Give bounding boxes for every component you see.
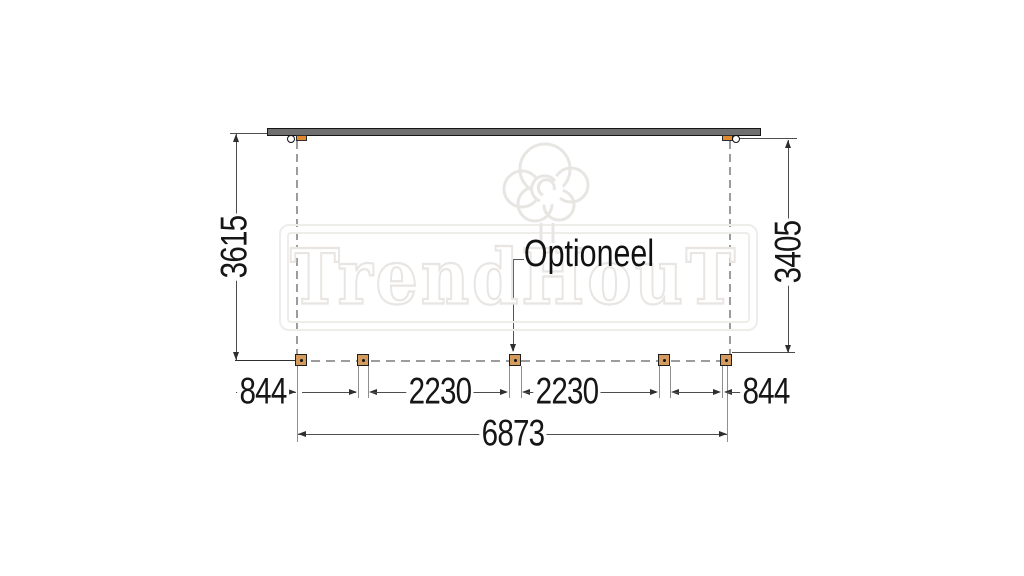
extension-line — [521, 366, 522, 398]
leader-arrow-down — [510, 344, 516, 352]
post-marker-1 — [295, 354, 307, 366]
dim-label-bay-1: 2230 — [406, 372, 474, 412]
ref-line-top-right — [734, 138, 797, 139]
dim-label-total-width: 6873 — [479, 414, 547, 454]
extension-line — [727, 366, 728, 442]
dim-arrow-up — [785, 140, 791, 148]
dim-arrow-up — [233, 134, 239, 142]
beam-bracket-left — [296, 135, 307, 141]
extension-line — [358, 366, 359, 398]
ground-line-left — [235, 360, 296, 361]
dim-arrow-right — [719, 431, 727, 437]
extension-line — [659, 366, 660, 398]
post-marker-2 — [357, 354, 369, 366]
trendhout-cloud-tree-logo-icon — [502, 142, 590, 243]
dim-arrow-left — [298, 431, 306, 437]
dim-arrow-right — [650, 389, 658, 395]
dim-label-segment-right: 844 — [740, 372, 792, 412]
extension-line — [722, 366, 723, 398]
leader-jog-line — [513, 259, 524, 260]
dim-arrow-right — [500, 389, 508, 395]
dim-arrow-right — [713, 389, 721, 395]
wall-edge-dashed-left — [296, 141, 298, 360]
dim-arrow-down — [233, 352, 239, 360]
dim-arrow-down — [785, 345, 791, 353]
post-marker-optional — [509, 354, 521, 366]
roof-beam — [267, 128, 761, 136]
dim-arrow-right — [288, 389, 296, 395]
extension-line — [368, 366, 369, 398]
extension-line — [670, 366, 671, 398]
watermark-brand-text: TrendHouT — [289, 231, 739, 322]
watermark-inner-frame — [287, 232, 750, 323]
dim-line — [673, 392, 717, 393]
ref-line-top-left — [230, 133, 267, 134]
leader-line — [513, 259, 514, 351]
beam-ring-left — [287, 135, 295, 143]
height-dim-label-left: 3615 — [214, 213, 255, 281]
post-marker-5 — [720, 354, 732, 366]
extension-line — [297, 366, 298, 442]
extension-line — [509, 366, 510, 398]
dim-arrow-right — [349, 389, 357, 395]
ref-line-bottom-right — [732, 352, 795, 353]
dim-label-segment-left: 844 — [237, 372, 289, 412]
watermark-outer-frame — [279, 224, 758, 331]
optional-annotation: Optioneel — [523, 233, 655, 275]
dim-label-bay-2: 2230 — [533, 372, 601, 412]
dim-line — [302, 392, 356, 393]
post-marker-4 — [658, 354, 670, 366]
height-dim-label-right: 3405 — [768, 218, 809, 286]
beam-ring-right — [732, 135, 740, 143]
wall-edge-dashed-right — [729, 141, 731, 360]
